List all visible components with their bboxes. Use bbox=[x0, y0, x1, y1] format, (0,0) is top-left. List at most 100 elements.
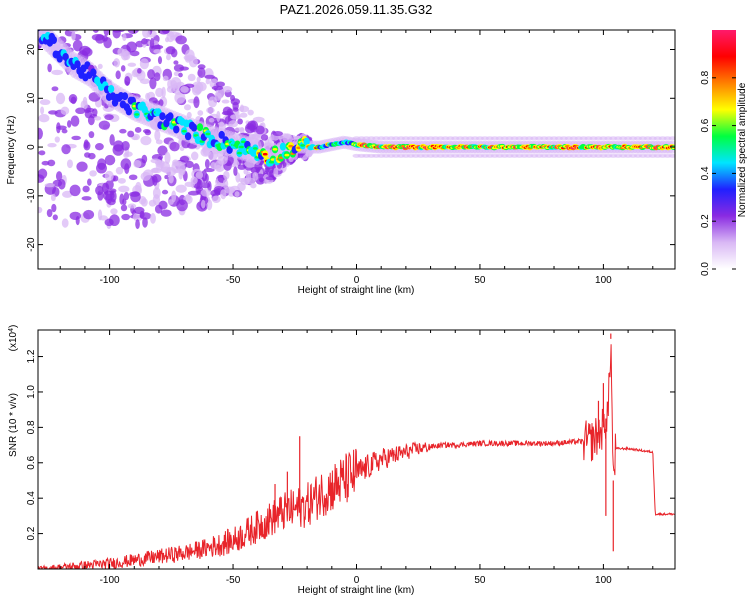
spectrogram-speckle bbox=[66, 159, 73, 169]
spectrogram-speckle bbox=[187, 73, 196, 82]
spectrogram-speckle bbox=[46, 2, 56, 13]
spectrogram-speckle bbox=[216, 110, 221, 123]
snr-panel: -100 -50 0 50 100 0.2 0.4 0.6 0.8 1.0 1.2 Height … bbox=[8, 325, 676, 596]
spectrogram-speckle bbox=[135, 219, 140, 230]
spectrogram-speckle bbox=[150, 212, 156, 224]
spectrogram-speckle bbox=[180, 86, 189, 93]
spectrogram-ridge-outer bbox=[62, 52, 69, 61]
spectrogram-speckle bbox=[71, 31, 76, 41]
spectrogram-speckle bbox=[250, 182, 257, 189]
spectrogram-speckle bbox=[38, 150, 46, 156]
spectrogram-speckle bbox=[115, 166, 124, 175]
spectrogram-speckle bbox=[122, 50, 131, 61]
spectrogram-speckle bbox=[228, 120, 239, 128]
spectrogram-speckle bbox=[204, 159, 210, 169]
chart-title: PAZ1.2026.059.11.35.G32 bbox=[280, 2, 433, 17]
spectrogram-speckle bbox=[176, 199, 188, 212]
spectrogram-speckle bbox=[230, 114, 241, 120]
spectrogram-speckle bbox=[112, 30, 121, 33]
spectrogram-speckle bbox=[161, 30, 170, 34]
spectrogram-speckle bbox=[164, 175, 169, 180]
spectrogram-x-axis: -100 -50 0 50 100 bbox=[59, 30, 654, 286]
spectrogram-speckle bbox=[117, 177, 126, 184]
spectrogram-speckle bbox=[249, 121, 256, 129]
spectrogram-speckle bbox=[252, 116, 265, 123]
spectrogram-speckle bbox=[83, 139, 89, 149]
spectrogram-speckle bbox=[39, 99, 51, 106]
spectrogram-speckle bbox=[260, 134, 269, 141]
spectrogram-speckle bbox=[211, 85, 224, 91]
spectrogram-speckle bbox=[122, 198, 127, 206]
spectrogram-speckle bbox=[217, 155, 228, 165]
spectrogram-speckle bbox=[84, 109, 93, 119]
spectrogram-speckle bbox=[54, 10, 65, 18]
spectrogram-speckle bbox=[107, 198, 116, 206]
spectrogram-ridge-core bbox=[300, 144, 306, 147]
snr-multiplier: (x104) bbox=[8, 325, 20, 352]
spectrogram-speckle bbox=[239, 104, 245, 113]
snr-x-axis: -100 -50 0 50 100 bbox=[59, 330, 654, 586]
spectrogram-y-label: Frequency (Hz) bbox=[6, 116, 17, 185]
x-tick-label: 50 bbox=[474, 275, 486, 286]
spectrogram-speckle bbox=[98, 120, 111, 130]
spectrogram-speckle bbox=[79, 45, 91, 56]
spectrogram-speckle bbox=[174, 91, 186, 104]
colorbar: 0.0 0.2 0.4 0.6 0.8 Normalized spectral ampl… bbox=[700, 30, 748, 276]
spectrogram-speckle bbox=[255, 125, 265, 135]
spectrogram-speckle bbox=[55, 3, 63, 9]
spectrogram-speckle bbox=[128, 174, 138, 181]
spectrogram-speckle bbox=[169, 141, 180, 152]
spectrogram-speckle bbox=[184, 55, 192, 63]
spectrogram-speckle bbox=[104, 114, 114, 121]
spectrogram-speckle bbox=[172, 159, 179, 167]
spectrogram-speckle bbox=[87, 15, 96, 21]
spectrogram-ridge-outer bbox=[226, 145, 233, 154]
spectrogram-speckle bbox=[97, 209, 103, 221]
spectrogram-speckle bbox=[109, 134, 115, 146]
spectrogram-ridge-core bbox=[252, 147, 258, 150]
spectrogram-speckle bbox=[167, 199, 174, 205]
snr-y-axis: 0.2 0.4 0.6 0.8 1.0 1.2 bbox=[26, 349, 675, 541]
snr-series-line bbox=[38, 344, 675, 569]
x-tick-label: 0 bbox=[354, 575, 360, 586]
spectrogram-speckle bbox=[221, 99, 230, 104]
spectrogram-speckle bbox=[139, 78, 151, 85]
spectrogram-speckle bbox=[70, 115, 80, 127]
spectrogram-speckle bbox=[154, 17, 160, 24]
spectrogram-ridge-core bbox=[156, 110, 161, 114]
spectrogram-speckle bbox=[123, 152, 129, 158]
spectrogram-speckle bbox=[61, 218, 69, 228]
x-tick-label: 100 bbox=[595, 275, 612, 286]
spectrogram-speckle bbox=[173, 168, 186, 174]
x-tick-label: 50 bbox=[474, 575, 486, 586]
spectrogram-speckle bbox=[52, 214, 58, 221]
spectrogram-ridge-core bbox=[197, 125, 203, 129]
spectrogram-ridge-core bbox=[237, 151, 242, 155]
spectrogram-speckle bbox=[151, 44, 164, 50]
snr-background bbox=[38, 330, 675, 569]
spectrogram-speckle bbox=[219, 121, 225, 128]
spectrogram-speckle bbox=[170, 76, 182, 89]
spectrogram-speckle bbox=[111, 0, 116, 4]
colorbar-tick-label: 0.6 bbox=[700, 118, 711, 132]
spectrogram-speckle bbox=[161, 189, 169, 195]
spectrogram-ridge-core bbox=[239, 145, 244, 149]
x-tick-label: -50 bbox=[226, 575, 241, 586]
colorbar-tick-label: 0.8 bbox=[700, 70, 711, 84]
spectrogram-ridge-outer bbox=[121, 92, 129, 101]
spectrogram-speckle bbox=[208, 118, 215, 123]
spectrogram-speckle bbox=[120, 19, 129, 29]
spectrogram-speckle bbox=[137, 3, 146, 10]
spectrogram-ridge-core bbox=[278, 156, 284, 160]
colorbar-label: Normalized spectral amplitude bbox=[737, 82, 748, 217]
spectrogram-speckle bbox=[134, 127, 142, 133]
spectrogram-speckle bbox=[204, 74, 215, 79]
spectrogram-sidelobe bbox=[668, 153, 675, 158]
spectrogram-speckle bbox=[153, 49, 162, 54]
spectrogram-speckle bbox=[258, 177, 265, 183]
spectrogram-speckle bbox=[39, 0, 48, 5]
spectrogram-speckle bbox=[141, 9, 152, 20]
spectrogram-speckle bbox=[166, 54, 171, 61]
spectrogram-speckle bbox=[95, 185, 104, 196]
spectrogram-speckle bbox=[173, 64, 185, 72]
